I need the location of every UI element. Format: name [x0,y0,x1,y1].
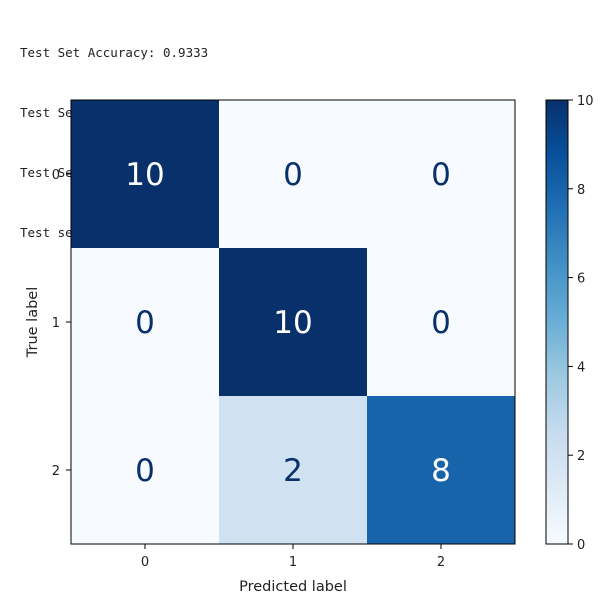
y-axis: 0 1 2 [52,168,71,479]
cell-2-1 [219,396,368,545]
cell-2-0 [71,396,220,545]
cell-value-1-1: 10 [273,305,312,341]
cell-1-0 [71,248,220,397]
x-tick-label-2: 2 [437,555,445,570]
colorbar-gradient [546,100,568,544]
y-tick-label-0: 0 [52,168,60,183]
cell-value-0-0: 10 [125,157,164,193]
colorbar-tick-label-4: 8 [577,183,585,198]
cell-value-labels: 10 0 0 0 10 0 0 2 8 [125,157,451,489]
colorbar-frame [545,99,569,545]
y-tick-label-2: 2 [52,464,60,479]
cell-0-0 [71,100,220,249]
y-tick-label-1: 1 [52,316,60,331]
x-axis-label: Predicted label [239,579,347,595]
colorbar-tick-label-3: 6 [577,272,585,287]
cell-value-2-0: 0 [135,453,155,489]
cell-1-2 [367,248,516,397]
cell-0-1 [219,100,368,249]
cell-value-1-0: 0 [135,305,155,341]
cell-0-2 [367,100,516,249]
cell-value-0-2: 0 [431,157,451,193]
colorbar-tick-label-1: 2 [577,449,585,464]
y-axis-label: True label [25,287,41,358]
cell-value-0-1: 0 [283,157,303,193]
colorbar-axis: 0 2 4 6 8 10 [568,94,594,553]
colorbar-tick-label-2: 4 [577,360,585,375]
x-axis: 0 1 2 [141,544,445,570]
x-tick-label-1: 1 [289,555,297,570]
colorbar-tick-label-5: 10 [577,94,594,109]
x-tick-label-0: 0 [141,555,149,570]
colorbar-tick-label-0: 0 [577,538,585,553]
cell-value-2-2: 8 [431,453,451,489]
heatmap-cells [71,100,516,545]
cell-2-2 [367,396,516,545]
cell-value-1-2: 0 [431,305,451,341]
cell-1-1 [219,248,368,397]
cell-value-2-1: 2 [283,453,303,489]
accuracy-line: Test Set Accuracy: 0.9333 [20,45,209,60]
